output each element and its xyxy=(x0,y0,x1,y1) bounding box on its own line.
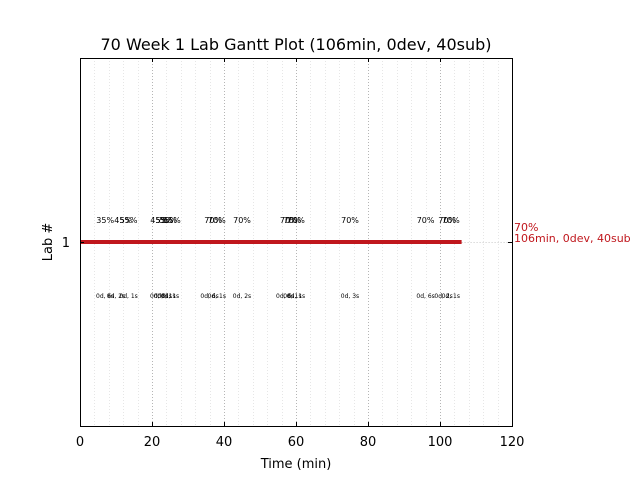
stat-marker: 0d, 8s xyxy=(150,293,168,300)
percent-marker: 70% xyxy=(417,216,435,225)
x-tick-label: 20 xyxy=(144,435,161,450)
percent-marker: 55% xyxy=(156,216,174,225)
stat-marker: 0d, 1s xyxy=(154,293,172,300)
y-axis-title: Lab # xyxy=(41,223,56,262)
x-tick-label: 0 xyxy=(76,435,84,450)
percent-marker: 35% xyxy=(96,216,114,225)
stat-marker: 0d, 6s xyxy=(96,293,114,300)
stat-marker: 0d, 1s xyxy=(283,293,301,300)
x-tick-label: 100 xyxy=(428,435,453,450)
bar-end-label-stats: 106min, 0dev, 40sub xyxy=(514,232,631,245)
stat-marker: 0d, 2s xyxy=(434,293,452,300)
bar-end-label-percent: 70% xyxy=(514,221,538,234)
bar-layer: 70%106min, 0dev, 40sub xyxy=(80,221,631,245)
percent-marker: 55% xyxy=(163,216,181,225)
y-tick-label: 1 xyxy=(62,236,70,251)
stat-marker: 0d, 1s xyxy=(119,293,137,300)
x-tick-label: 60 xyxy=(288,435,305,450)
percent-marker: 70% xyxy=(341,216,359,225)
percent-marker: 70% xyxy=(280,216,298,225)
axes: 0 20 40 60 80 100 120 1 xyxy=(62,58,525,450)
stat-marker: 0d, 1s xyxy=(208,293,226,300)
percent-marker: 55% xyxy=(159,216,177,225)
percent-marker: 45% xyxy=(150,216,168,225)
stat-marker: 0d, 2s xyxy=(233,293,251,300)
stat-marker: 0d, 1s xyxy=(157,293,175,300)
x-axis-title: Time (min) xyxy=(260,457,332,472)
percent-marker: 70% xyxy=(204,216,222,225)
stat-marker: 0d, 1s xyxy=(442,293,460,300)
stat-marker: 0d, 6s xyxy=(416,293,434,300)
stat-marker: 0d, 6s xyxy=(276,293,294,300)
x-tick-label: 40 xyxy=(216,435,233,450)
percent-marker: 70% xyxy=(208,216,226,225)
percent-marker: 45% xyxy=(114,216,132,225)
x-tick-label: 120 xyxy=(500,435,525,450)
percent-marker: 70% xyxy=(284,216,302,225)
stat-marker: 0d, 1s xyxy=(287,293,305,300)
percent-marker: 70% xyxy=(287,216,305,225)
stat-marker: 0d, 1s xyxy=(161,293,179,300)
percent-marker: 55% xyxy=(120,216,138,225)
stat-marker: 0d, 6s xyxy=(200,293,218,300)
percent-marker: 70% xyxy=(442,216,460,225)
marker-labels: 35% 45%55% 45%55%55%55% 70%70% 70% 70%70%70% 7… xyxy=(96,216,460,300)
percent-marker: 70% xyxy=(233,216,251,225)
lab-bar xyxy=(80,240,462,244)
stat-marker: 0d, 2s xyxy=(107,293,125,300)
percent-marker: 70% xyxy=(438,216,456,225)
chart-title: 70 Week 1 Lab Gantt Plot (106min, 0dev, … xyxy=(101,35,492,54)
x-tick-label: 80 xyxy=(360,435,377,450)
stat-marker: 0d, 3s xyxy=(341,293,359,300)
